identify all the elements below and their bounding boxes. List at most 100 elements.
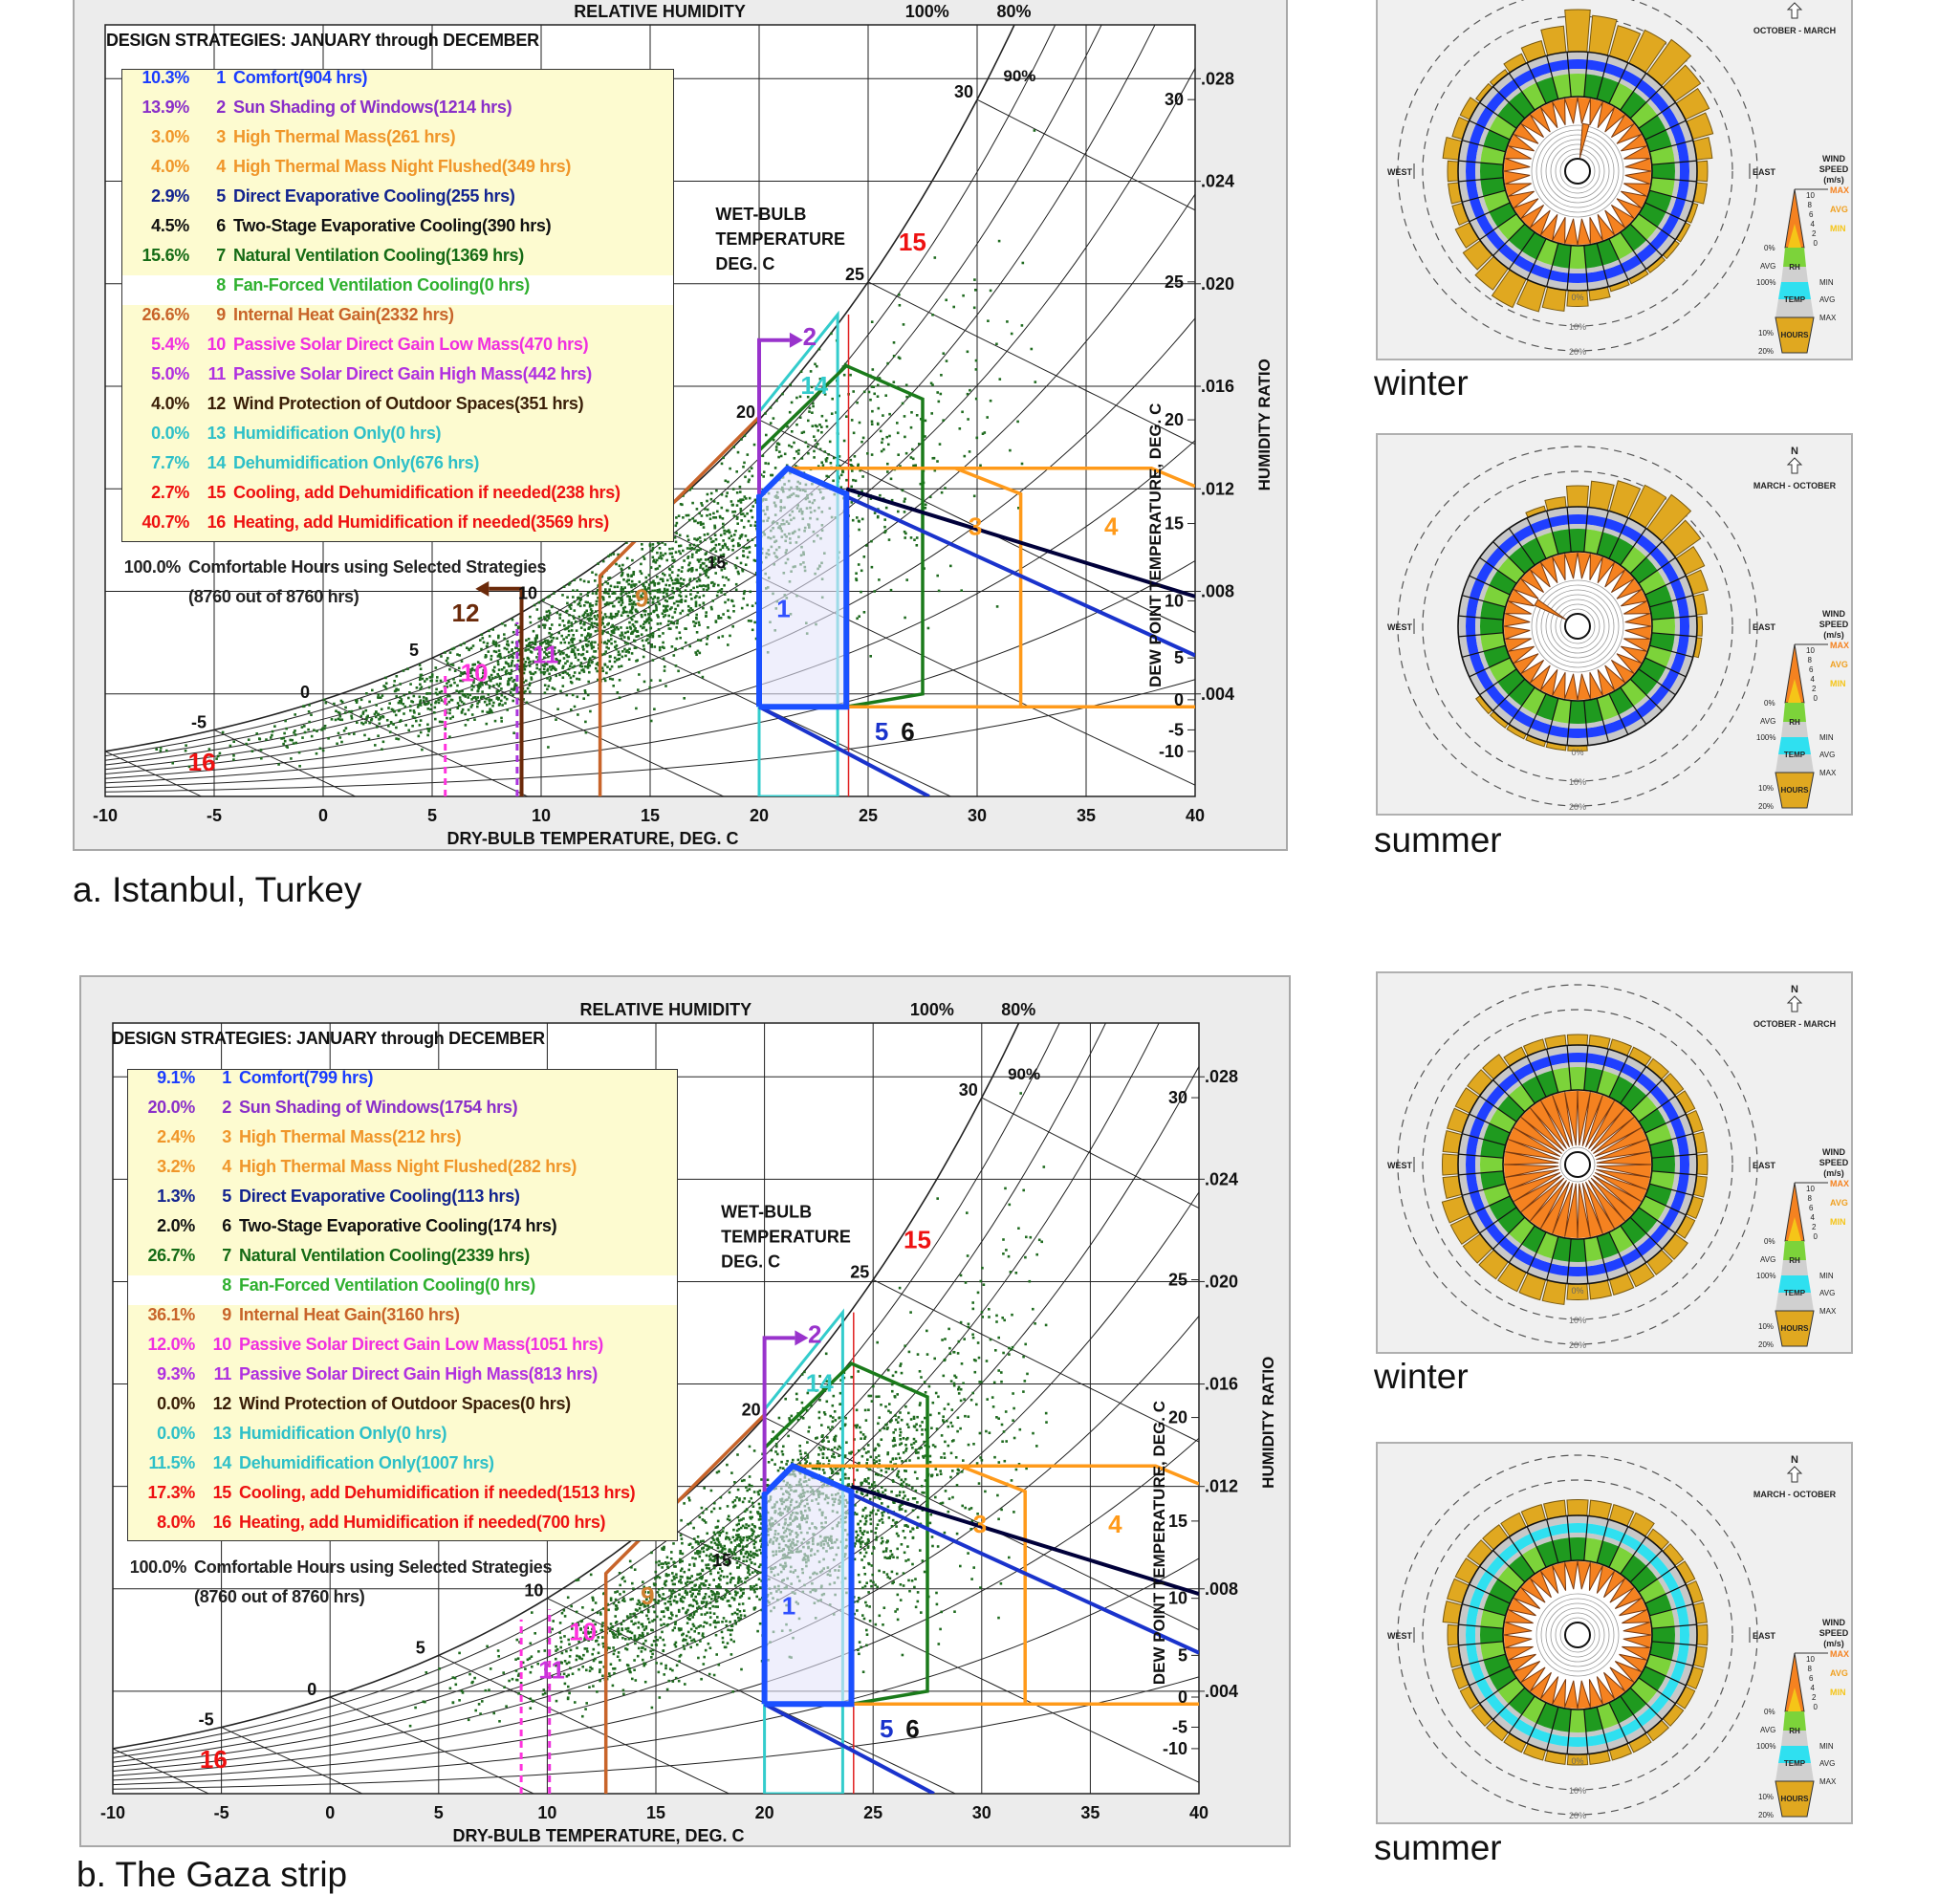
data-point	[544, 624, 547, 627]
data-point	[664, 1598, 666, 1601]
data-point	[610, 585, 613, 588]
data-point	[816, 365, 818, 368]
data-point	[602, 669, 605, 672]
data-point	[705, 585, 708, 588]
data-point	[850, 459, 853, 462]
data-point	[627, 583, 630, 586]
data-point	[795, 424, 798, 426]
data-point	[687, 1569, 690, 1572]
data-point	[749, 546, 751, 549]
data-point	[652, 659, 655, 662]
data-point	[659, 591, 662, 594]
data-point	[997, 1369, 1000, 1372]
data-point	[939, 1628, 942, 1631]
data-point	[858, 529, 860, 532]
data-point	[490, 674, 493, 677]
data-point	[611, 601, 614, 604]
data-point	[754, 524, 757, 527]
data-point	[975, 359, 978, 362]
data-point	[504, 696, 507, 699]
data-point	[657, 598, 660, 600]
data-point	[670, 1612, 673, 1615]
data-point	[1009, 1204, 1012, 1207]
data-point	[809, 407, 812, 410]
dewpoint-tick-label: 0	[1174, 690, 1184, 709]
data-point	[710, 1511, 713, 1514]
data-point	[572, 615, 575, 618]
data-point	[418, 735, 421, 738]
data-point	[492, 640, 495, 643]
data-point	[917, 1601, 920, 1603]
data-point	[561, 671, 564, 674]
data-point	[747, 1572, 750, 1575]
data-point	[658, 602, 661, 605]
data-point	[690, 598, 693, 600]
data-point	[599, 1671, 601, 1674]
data-point	[652, 598, 655, 600]
data-point	[856, 402, 859, 404]
data-point	[671, 1572, 674, 1575]
data-point	[847, 1477, 850, 1480]
data-point	[744, 476, 747, 479]
data-point	[705, 575, 708, 577]
data-point	[568, 1692, 571, 1695]
data-point	[826, 425, 829, 428]
data-point	[879, 1429, 882, 1432]
data-point	[534, 604, 536, 607]
data-point	[673, 654, 676, 657]
data-point	[1011, 1479, 1013, 1482]
data-point	[939, 443, 942, 446]
data-point	[877, 1490, 880, 1492]
data-point	[736, 491, 739, 494]
data-point	[578, 672, 581, 675]
data-point	[619, 1593, 621, 1596]
data-point	[529, 690, 532, 693]
legend-item-number: 15	[197, 483, 226, 503]
data-point	[588, 671, 591, 674]
data-point	[976, 1462, 979, 1465]
data-point	[742, 466, 745, 468]
data-point	[856, 1513, 859, 1515]
data-point	[875, 1513, 878, 1515]
data-point	[749, 1446, 751, 1448]
data-point	[451, 716, 454, 719]
data-point	[591, 662, 594, 664]
data-point	[860, 1552, 862, 1555]
data-point	[735, 567, 738, 570]
data-point	[944, 487, 947, 490]
data-point	[493, 650, 496, 653]
data-point	[729, 1519, 731, 1522]
data-point	[657, 622, 660, 625]
data-point	[695, 1588, 698, 1591]
data-point	[843, 440, 846, 443]
data-point	[934, 256, 937, 259]
data-point	[908, 1484, 911, 1487]
data-point	[671, 1579, 674, 1582]
data-point	[270, 736, 272, 739]
data-point	[871, 566, 874, 569]
data-point	[423, 696, 425, 699]
data-point	[741, 569, 744, 572]
data-point	[438, 702, 441, 705]
data-point	[903, 1491, 905, 1493]
data-point	[865, 1462, 868, 1465]
data-point	[512, 642, 514, 644]
data-point	[867, 1540, 870, 1543]
data-point	[712, 512, 715, 515]
data-point	[351, 710, 354, 713]
data-point	[680, 503, 683, 506]
data-point	[981, 1459, 984, 1462]
data-point	[999, 378, 1002, 381]
data-point	[587, 632, 590, 635]
data-point	[686, 1643, 689, 1645]
data-point	[498, 1720, 501, 1723]
data-point	[668, 574, 671, 577]
data-point	[672, 1542, 675, 1545]
data-point	[750, 510, 752, 512]
data-point	[644, 614, 647, 617]
data-point	[870, 1530, 873, 1533]
data-point	[721, 507, 724, 510]
data-point	[981, 1316, 984, 1318]
data-point	[708, 1555, 711, 1557]
